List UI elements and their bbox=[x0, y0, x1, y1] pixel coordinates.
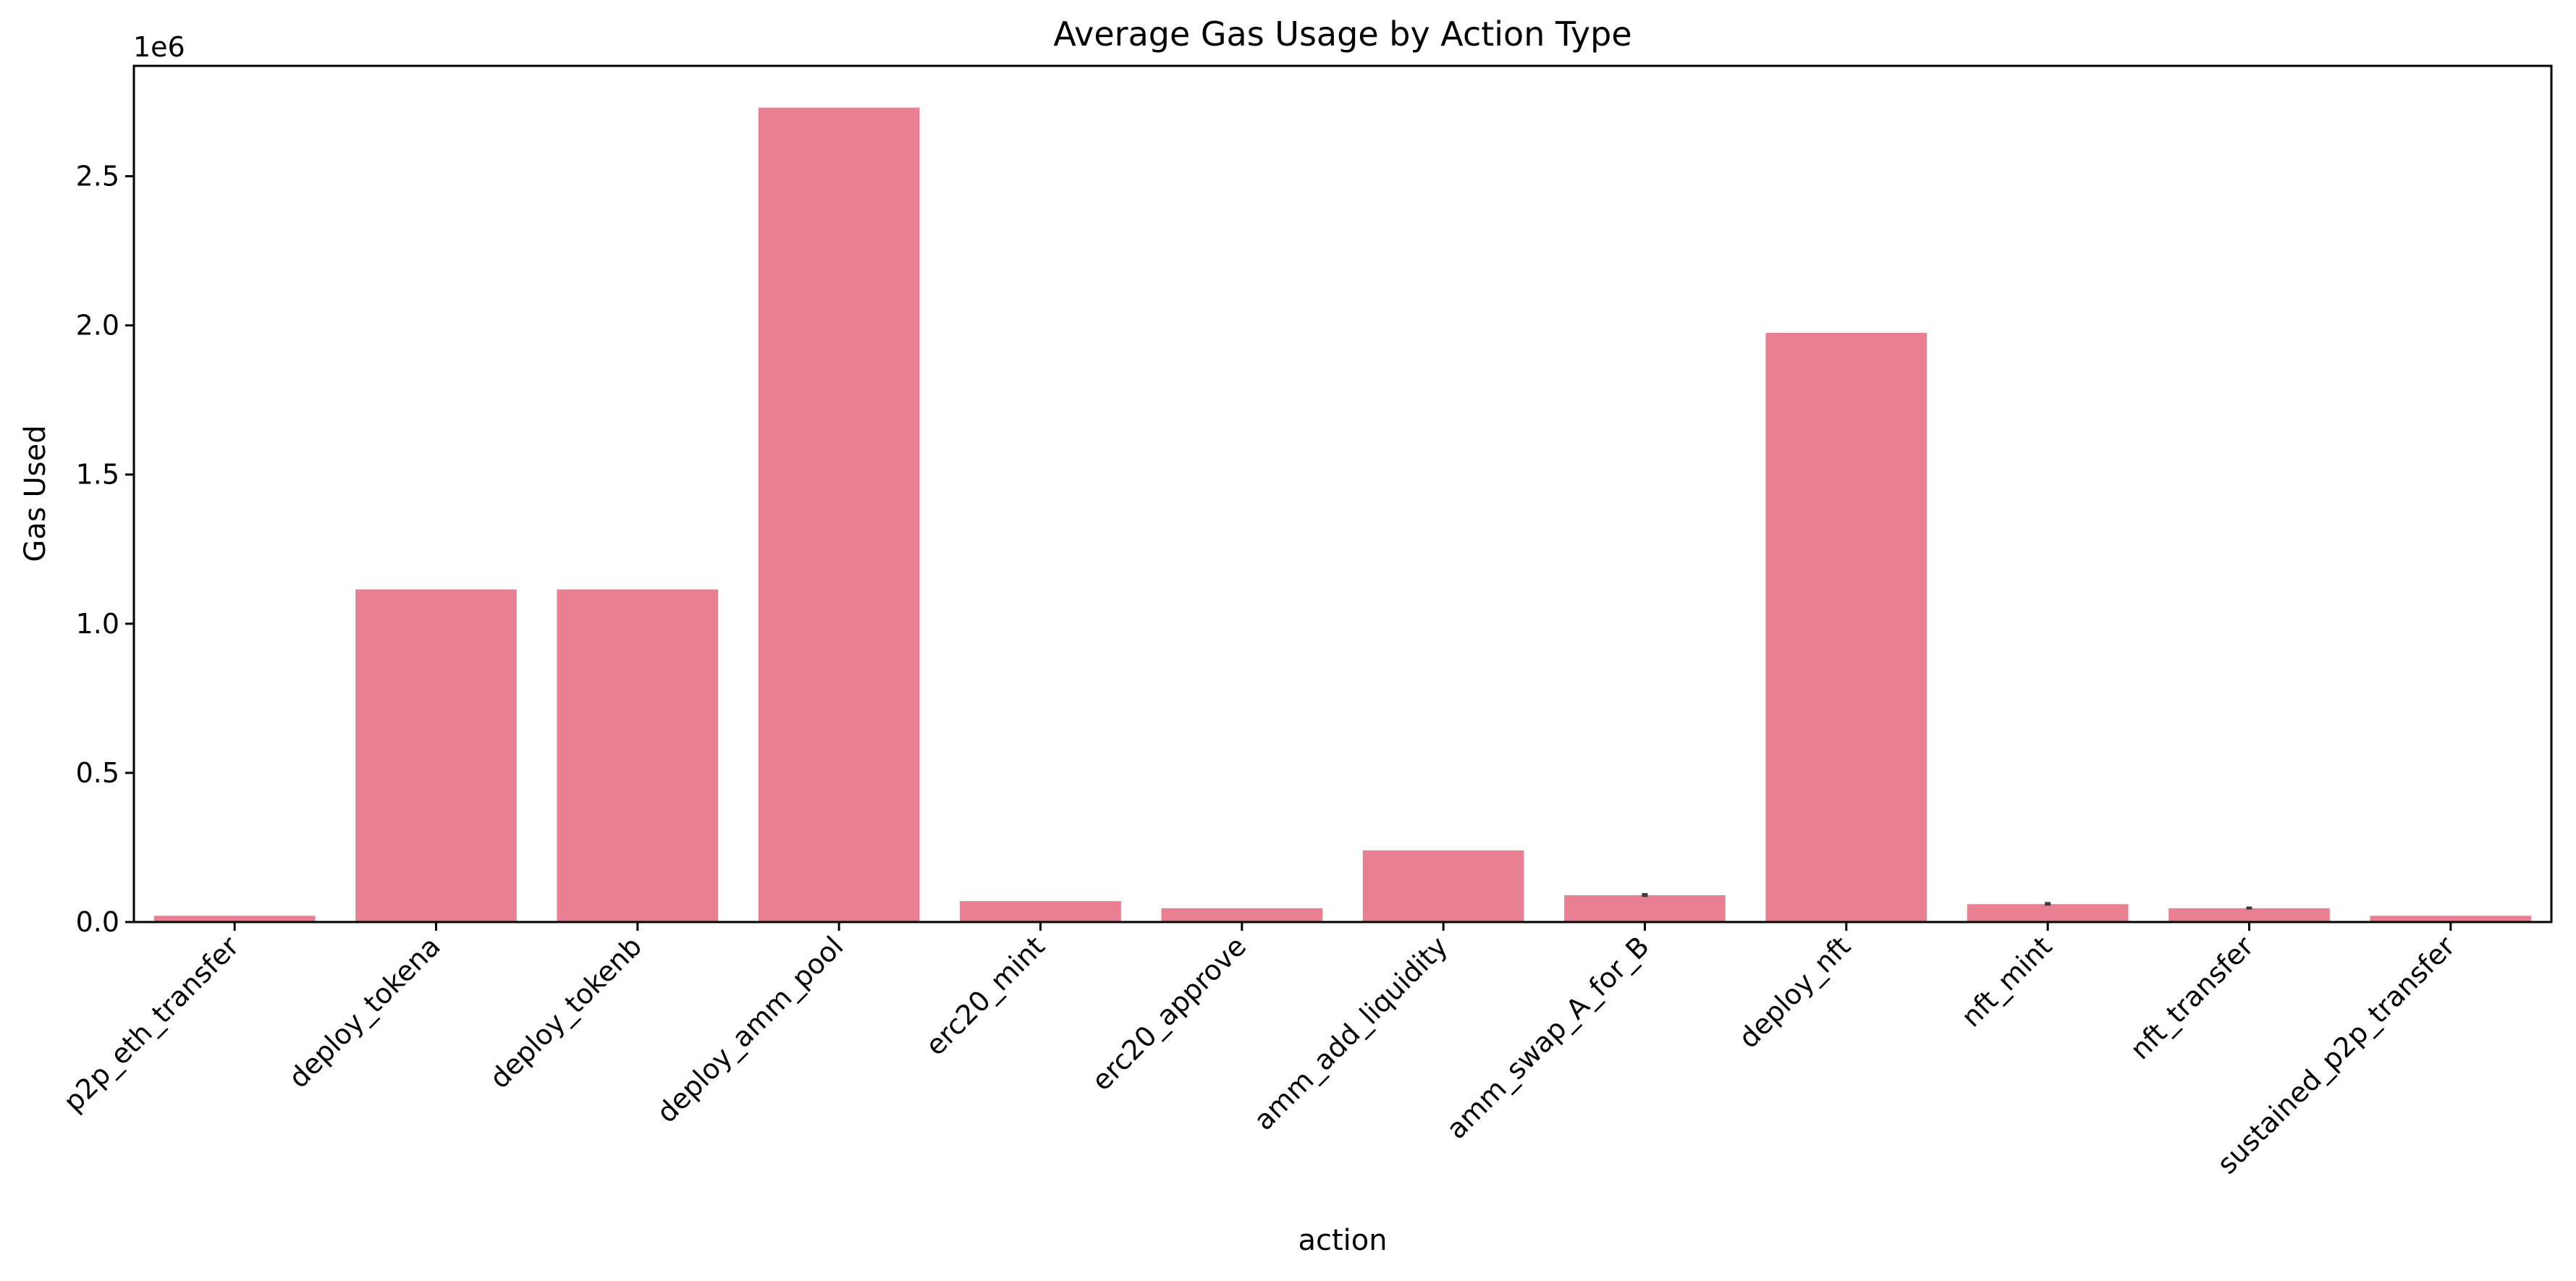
y-tick-label: 0.0 bbox=[76, 906, 119, 938]
y-axis-offset-label: 1e6 bbox=[133, 31, 185, 63]
bar-erc20_approve bbox=[1161, 908, 1323, 922]
bar-deploy_amm_pool bbox=[758, 107, 920, 923]
bar-sustained_p2p_transfer bbox=[2370, 916, 2532, 922]
bars-layer bbox=[153, 107, 2532, 923]
bar-p2p_eth_transfer bbox=[153, 916, 316, 922]
error-bars-layer bbox=[1642, 893, 2252, 910]
y-tick-label: 2.5 bbox=[76, 161, 119, 193]
chart-title: Average Gas Usage by Action Type bbox=[1053, 14, 1631, 54]
bar-deploy_tokenb bbox=[557, 589, 719, 922]
y-tick-label: 1.0 bbox=[76, 608, 119, 640]
bar-nft_transfer bbox=[2169, 908, 2330, 922]
bar-erc20_mint bbox=[960, 901, 1121, 922]
bar-deploy_nft bbox=[1765, 332, 1927, 922]
x-axis-label: action bbox=[1298, 1224, 1387, 1257]
bar-amm_add_liquidity bbox=[1362, 850, 1524, 922]
y-axis: 0.0 0.5 1.0 1.5 2.0 2.5 bbox=[76, 161, 134, 938]
bar-amm_swap_A_for_B bbox=[1564, 895, 1726, 922]
y-tick-label: 1.5 bbox=[76, 459, 119, 491]
y-axis-label: Gas Used bbox=[19, 425, 52, 562]
bar-deploy_tokena bbox=[355, 589, 517, 922]
y-tick-label: 0.5 bbox=[76, 757, 119, 789]
y-tick-label: 2.0 bbox=[76, 310, 119, 342]
bar-nft_mint bbox=[1967, 904, 2129, 922]
plot-frame bbox=[132, 64, 2553, 923]
